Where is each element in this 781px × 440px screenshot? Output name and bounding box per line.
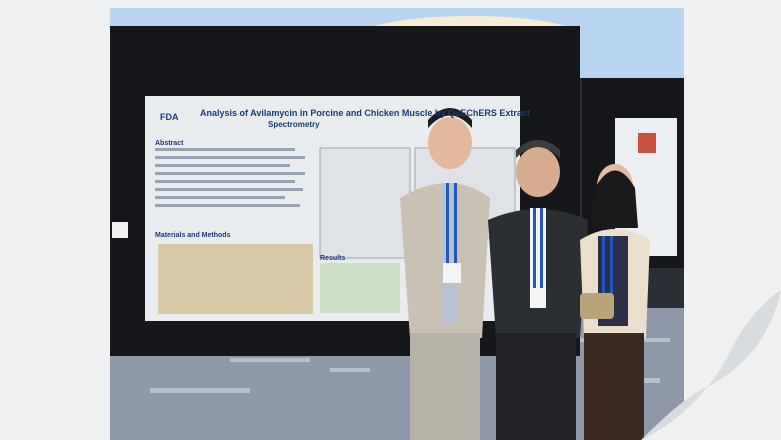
cup <box>112 222 128 238</box>
poster-section-methods: Materials and Methods <box>155 232 231 239</box>
poster-table <box>319 147 411 259</box>
person-middle <box>488 140 588 440</box>
poster-logo: FDA <box>160 112 179 122</box>
poster-title: Analysis of Avilamycin in Porcine and Ch… <box>200 108 530 118</box>
poster-section-results: Results <box>320 255 346 262</box>
person-right <box>580 164 650 440</box>
photo <box>110 8 684 440</box>
poster-title-line2: Spectrometry <box>268 120 320 129</box>
page-curl-decoration <box>641 290 781 440</box>
poster-figure <box>158 244 313 314</box>
person-left <box>400 108 490 440</box>
photo-scene <box>110 8 684 440</box>
poster-section-abstract: Abstract <box>155 140 184 147</box>
